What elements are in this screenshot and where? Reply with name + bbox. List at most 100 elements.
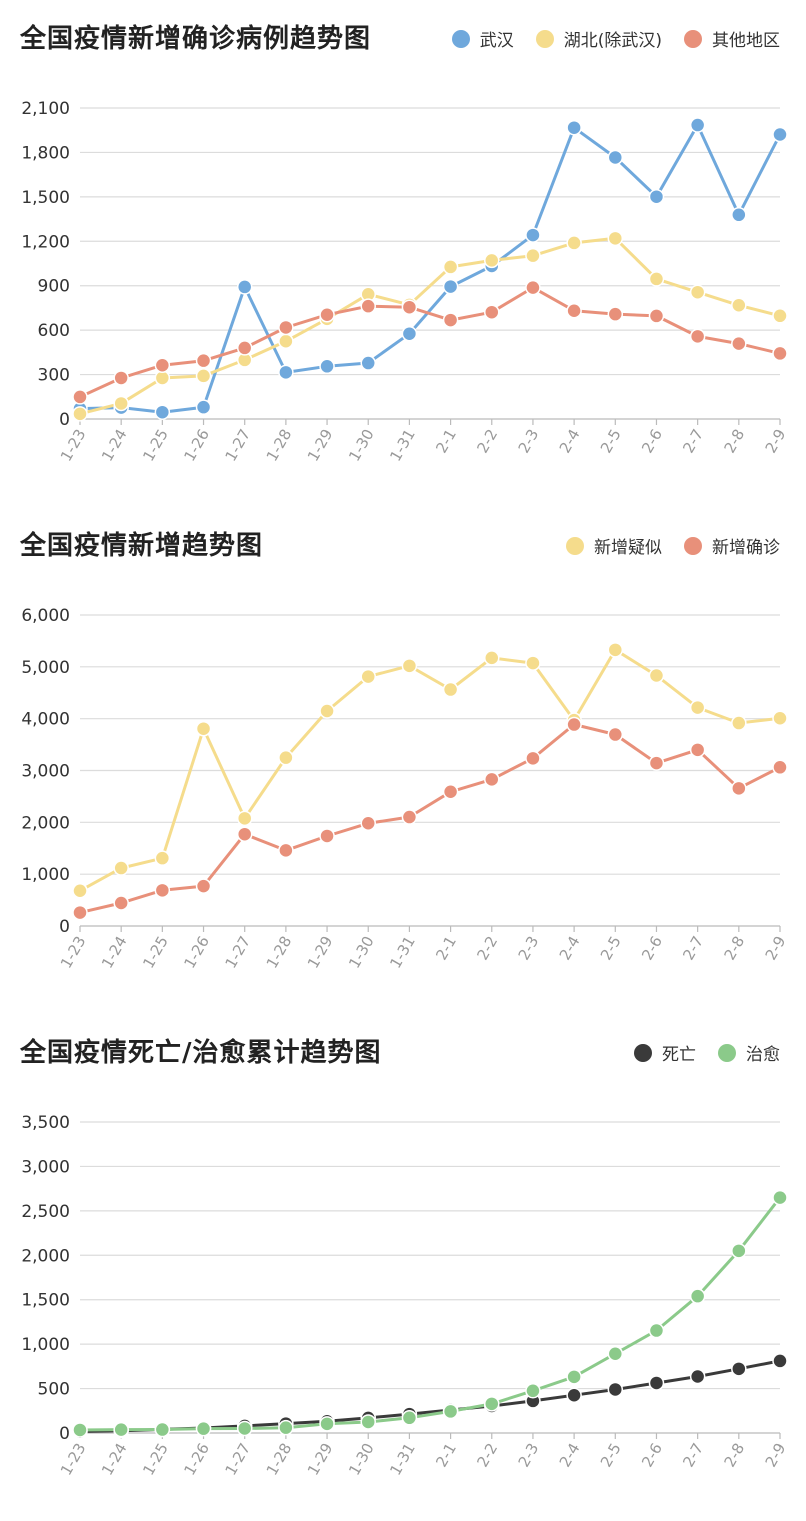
data-point[interactable] — [278, 749, 294, 766]
data-point[interactable] — [648, 271, 665, 287]
data-point[interactable] — [607, 726, 624, 743]
data-point[interactable] — [154, 850, 171, 866]
data-point[interactable] — [360, 298, 376, 314]
data-point[interactable] — [278, 319, 294, 336]
data-point[interactable] — [648, 755, 665, 771]
legend-item[interactable]: 新增确诊 — [684, 533, 780, 558]
data-point[interactable] — [360, 815, 376, 832]
data-point[interactable] — [442, 1403, 459, 1420]
data-point[interactable] — [278, 364, 294, 381]
data-point[interactable] — [360, 355, 376, 371]
data-point[interactable] — [648, 308, 665, 324]
data-point[interactable] — [319, 306, 335, 323]
data-point[interactable] — [731, 1361, 747, 1377]
data-point[interactable] — [113, 895, 129, 911]
legend-item[interactable]: 湖北(除武汉) — [535, 26, 662, 51]
data-point[interactable] — [360, 668, 376, 685]
data-point[interactable] — [442, 278, 459, 295]
data-point[interactable] — [772, 759, 788, 776]
data-point[interactable] — [484, 1396, 500, 1412]
data-point[interactable] — [72, 883, 88, 899]
data-point[interactable] — [72, 904, 88, 921]
data-point[interactable] — [648, 667, 665, 684]
data-point[interactable] — [319, 828, 335, 844]
data-point[interactable] — [607, 230, 624, 247]
data-point[interactable] — [566, 1369, 582, 1385]
data-point[interactable] — [236, 826, 253, 842]
data-point[interactable] — [731, 335, 747, 352]
data-point[interactable] — [689, 742, 706, 758]
data-point[interactable] — [772, 126, 788, 143]
legend-item[interactable]: 新增疑似 — [566, 533, 662, 558]
data-point[interactable] — [319, 1416, 335, 1432]
data-point[interactable] — [772, 1189, 788, 1206]
data-point[interactable] — [525, 247, 541, 264]
data-point[interactable] — [731, 780, 747, 797]
data-point[interactable] — [566, 235, 582, 251]
data-point[interactable] — [689, 699, 706, 716]
data-point[interactable] — [401, 809, 418, 825]
data-point[interactable] — [195, 720, 212, 737]
data-point[interactable] — [525, 655, 541, 671]
data-point[interactable] — [525, 279, 541, 296]
data-point[interactable] — [566, 119, 582, 136]
data-point[interactable] — [689, 117, 706, 133]
data-point[interactable] — [195, 878, 212, 894]
data-point[interactable] — [113, 1421, 129, 1438]
data-point[interactable] — [689, 284, 706, 300]
legend-item[interactable]: 死亡 — [634, 1040, 696, 1065]
data-point[interactable] — [113, 860, 129, 876]
data-point[interactable] — [236, 810, 253, 827]
legend-item[interactable]: 武汉 — [451, 26, 514, 51]
data-point[interactable] — [72, 389, 88, 405]
data-point[interactable] — [525, 227, 541, 243]
data-point[interactable] — [113, 370, 129, 386]
data-point[interactable] — [401, 1410, 418, 1426]
data-point[interactable] — [236, 279, 253, 295]
data-point[interactable] — [731, 1243, 747, 1259]
data-point[interactable] — [484, 304, 500, 320]
data-point[interactable] — [195, 399, 212, 415]
data-point[interactable] — [154, 370, 171, 386]
data-point[interactable] — [648, 1375, 665, 1391]
data-point[interactable] — [772, 345, 788, 362]
data-point[interactable] — [607, 642, 624, 658]
data-point[interactable] — [689, 1368, 706, 1385]
data-point[interactable] — [607, 149, 624, 166]
data-point[interactable] — [195, 352, 212, 369]
data-point[interactable] — [772, 1353, 788, 1369]
data-point[interactable] — [278, 842, 294, 859]
data-point[interactable] — [484, 771, 500, 788]
data-point[interactable] — [607, 1345, 624, 1362]
data-point[interactable] — [154, 882, 171, 899]
data-point[interactable] — [442, 784, 459, 800]
data-point[interactable] — [772, 710, 788, 727]
data-point[interactable] — [731, 297, 747, 314]
legend-item[interactable]: 治愈 — [718, 1040, 780, 1065]
data-point[interactable] — [689, 1288, 706, 1304]
data-point[interactable] — [442, 259, 459, 275]
data-point[interactable] — [401, 299, 418, 315]
data-point[interactable] — [236, 1420, 253, 1437]
data-point[interactable] — [484, 252, 500, 269]
data-point[interactable] — [319, 358, 335, 375]
data-point[interactable] — [72, 1422, 88, 1438]
data-point[interactable] — [401, 325, 418, 342]
data-point[interactable] — [278, 333, 294, 349]
data-point[interactable] — [484, 650, 500, 666]
data-point[interactable] — [154, 357, 171, 373]
data-point[interactable] — [648, 188, 665, 205]
data-point[interactable] — [566, 302, 582, 319]
data-point[interactable] — [319, 703, 335, 719]
data-point[interactable] — [607, 306, 624, 322]
data-point[interactable] — [731, 207, 747, 223]
data-point[interactable] — [525, 1383, 541, 1399]
data-point[interactable] — [731, 715, 747, 731]
legend-item[interactable]: 其他地区 — [684, 26, 780, 51]
data-point[interactable] — [525, 750, 541, 767]
data-point[interactable] — [772, 308, 788, 324]
data-point[interactable] — [236, 340, 253, 356]
data-point[interactable] — [566, 716, 582, 733]
data-point[interactable] — [195, 1420, 212, 1437]
data-point[interactable] — [442, 681, 459, 698]
